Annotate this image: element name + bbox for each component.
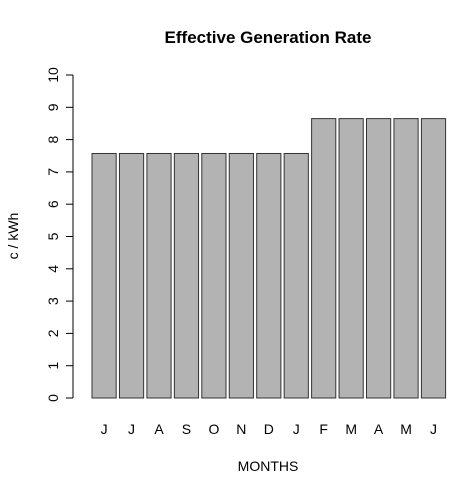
- bar: [173, 152, 200, 399]
- y-tick-label: 0: [45, 394, 61, 402]
- x-tick-label: D: [264, 421, 274, 437]
- x-tick-label: S: [182, 421, 191, 437]
- x-tick-label: J: [128, 421, 135, 437]
- y-axis-label: c / kWh: [5, 213, 21, 260]
- y-tick-label: 10: [45, 67, 61, 83]
- bar: [366, 118, 392, 399]
- bar: [146, 152, 172, 399]
- bar: [256, 152, 282, 399]
- y-tick-label: 3: [45, 297, 61, 305]
- y-tick-label: 8: [45, 135, 61, 143]
- x-tick-label: M: [400, 421, 412, 437]
- bar: [283, 152, 309, 399]
- x-tick-label: A: [374, 421, 384, 437]
- y-axis: 0 1 2 3 4 5 6 7 8 9 10: [45, 67, 74, 402]
- bar: [420, 118, 447, 399]
- y-tick-label: 9: [45, 103, 61, 111]
- x-tick-label: A: [154, 421, 164, 437]
- y-tick-label: 6: [45, 200, 61, 208]
- bar: [91, 152, 117, 399]
- x-tick-label: M: [345, 421, 357, 437]
- x-axis-label: MONTHS: [238, 458, 299, 474]
- x-tick-label: F: [319, 421, 328, 437]
- chart-title: Effective Generation Rate: [165, 28, 372, 47]
- x-tick-label: N: [236, 421, 246, 437]
- y-tick-label: 2: [45, 329, 61, 337]
- y-tick-label: 5: [45, 232, 61, 240]
- bar: [201, 152, 227, 399]
- x-tick-label: O: [208, 421, 219, 437]
- x-tick-label: J: [430, 421, 437, 437]
- y-tick-label: 4: [45, 265, 61, 273]
- y-tick-label: 7: [45, 168, 61, 176]
- bar: [118, 152, 145, 399]
- bar: [338, 118, 364, 399]
- bar: [393, 118, 419, 399]
- bars: [91, 118, 447, 399]
- x-tick-label: J: [293, 421, 300, 437]
- bar: [228, 152, 254, 399]
- x-tick-label: J: [101, 421, 108, 437]
- bar: [311, 118, 337, 399]
- y-tick-label: 1: [45, 362, 61, 370]
